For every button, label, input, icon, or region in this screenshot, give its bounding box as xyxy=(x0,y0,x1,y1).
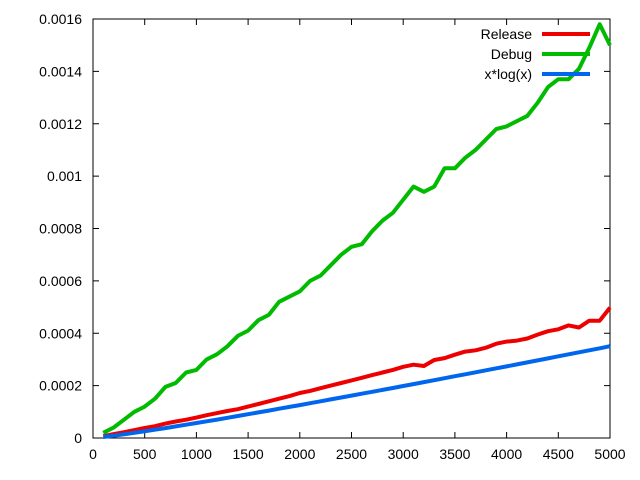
x-tick-label: 0 xyxy=(89,446,97,462)
series-line-debug xyxy=(102,22,612,435)
y-tick-label: 0.0016 xyxy=(39,11,82,27)
legend: Release Debug x*log(x) xyxy=(481,26,590,82)
x-tick-label: 4500 xyxy=(543,446,574,462)
x-tick-label: 2500 xyxy=(336,446,367,462)
y-tick-label: 0.0014 xyxy=(39,63,82,79)
x-tick-label: 3000 xyxy=(388,446,419,462)
legend-label-release: Release xyxy=(481,26,533,42)
y-axis: 0 0.0002 0.0004 0.0006 0.0008 0.001 0.0012 0.00… xyxy=(39,11,610,446)
y-tick-label: 0.0008 xyxy=(39,221,82,237)
x-tick-label: 3500 xyxy=(439,446,470,462)
series-line-x-log-x xyxy=(103,344,611,439)
x-tick-label: 1000 xyxy=(181,446,212,462)
plot-border xyxy=(92,18,611,439)
y-tick-label: 0 xyxy=(74,430,82,446)
series-lines xyxy=(102,22,612,439)
x-tick-label: 4000 xyxy=(491,446,522,462)
x-tick-label: 5000 xyxy=(594,446,625,462)
series-line-release xyxy=(102,306,612,439)
y-tick-label: 0.0004 xyxy=(39,325,82,341)
y-tick-label: 0.0012 xyxy=(39,116,82,132)
x-tick-label: 2000 xyxy=(284,446,315,462)
y-tick-label: 0.0006 xyxy=(39,273,82,289)
plot-frame xyxy=(92,18,611,439)
x-axis: 0 500 1000 1500 2000 2500 3000 3500 4000 4500 5000 xyxy=(89,19,626,462)
legend-label-debug: Debug xyxy=(491,46,532,62)
y-tick-label: 0.001 xyxy=(47,168,82,184)
y-tick-label: 0.0002 xyxy=(39,378,82,394)
legend-label-x-log-x: x*log(x) xyxy=(485,66,532,82)
x-tick-label: 500 xyxy=(133,446,157,462)
x-tick-label: 1500 xyxy=(233,446,264,462)
